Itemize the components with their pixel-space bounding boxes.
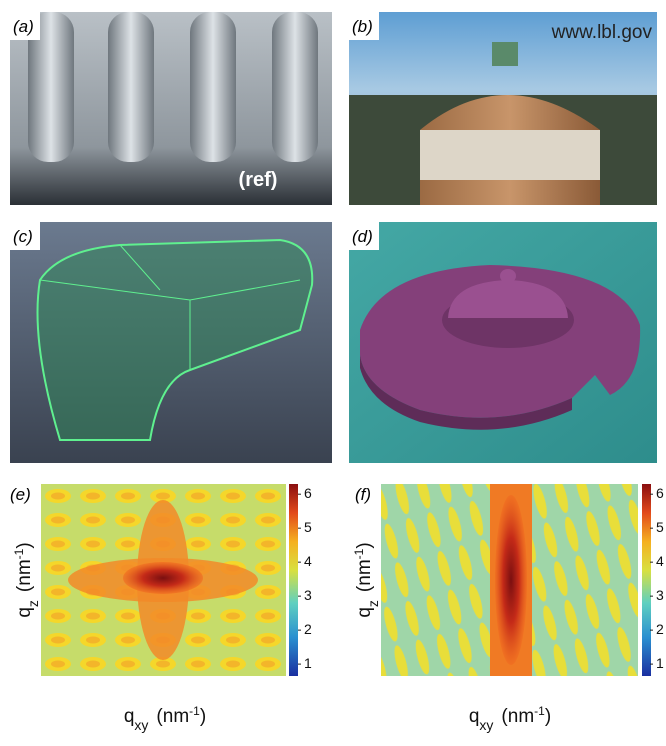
annotation: www.lbl.gov [551,22,653,43]
disk-side [360,355,572,430]
panel-label: (b) [352,17,373,36]
label-part: z [25,600,41,607]
colorbar-tick-label: 3 [304,587,312,603]
label-box [10,222,40,250]
colorbar-tick-label: 2 [304,621,312,637]
mesh-lines [39,244,301,370]
colorbar-tick-label: 4 [656,553,664,569]
colorbar [289,484,298,676]
axis-label: qxy (nm-1) [124,704,206,733]
panel-label: (f) [355,485,371,504]
cupola [492,42,518,66]
heatmap-core [495,495,527,665]
label-part: q [469,706,480,727]
label-part: q [14,607,35,618]
panel-label: (a) [13,17,34,36]
cap [448,280,568,318]
label-part: q [124,706,135,727]
axis-label: qz (nm-1) [352,542,381,617]
colorbar-tick-label: 5 [304,519,312,535]
label-box [10,12,40,40]
building [420,130,600,180]
label-part: (nm [156,706,189,727]
colorbar-tick-label: 6 [304,485,312,501]
label-part: ) [14,542,35,548]
label-box [349,222,379,250]
label-part: -1 [352,548,366,559]
colorbar-tick-label: 2 [656,621,664,637]
label-part: -1 [534,704,545,718]
label-part: (nm [14,559,35,592]
heatmap-core [123,562,203,594]
label-part: xy [479,717,493,733]
pillars [28,12,318,162]
axis-label: qz (nm-1) [12,542,41,617]
colorbar-tick-label: 5 [656,519,664,535]
panel-label: (e) [10,485,31,504]
colorbar-tick-label: 6 [656,485,664,501]
label-part: q [354,607,375,618]
knob [500,269,516,283]
label-box [349,12,379,40]
label-part: xy [134,717,148,733]
axis-label: qxy (nm-1) [469,704,551,733]
colorbar-tick-label: 1 [304,655,312,671]
label-part: -1 [189,704,200,718]
annotation: (ref) [239,169,278,191]
label-part: ) [545,706,551,727]
panel-label: (d) [352,227,373,246]
label-part: z [365,600,381,607]
panel-label: (c) [13,227,33,246]
label-part: (nm [354,559,375,592]
colorbar [642,484,651,676]
label-part: (nm [501,706,534,727]
colorbar-tick-label: 1 [656,655,664,671]
label-part: ) [354,542,375,548]
colorbar-tick-label: 3 [656,587,664,603]
label-part: -1 [12,548,26,559]
colorbar-tick-label: 4 [304,553,312,569]
label-part: ) [200,706,206,727]
